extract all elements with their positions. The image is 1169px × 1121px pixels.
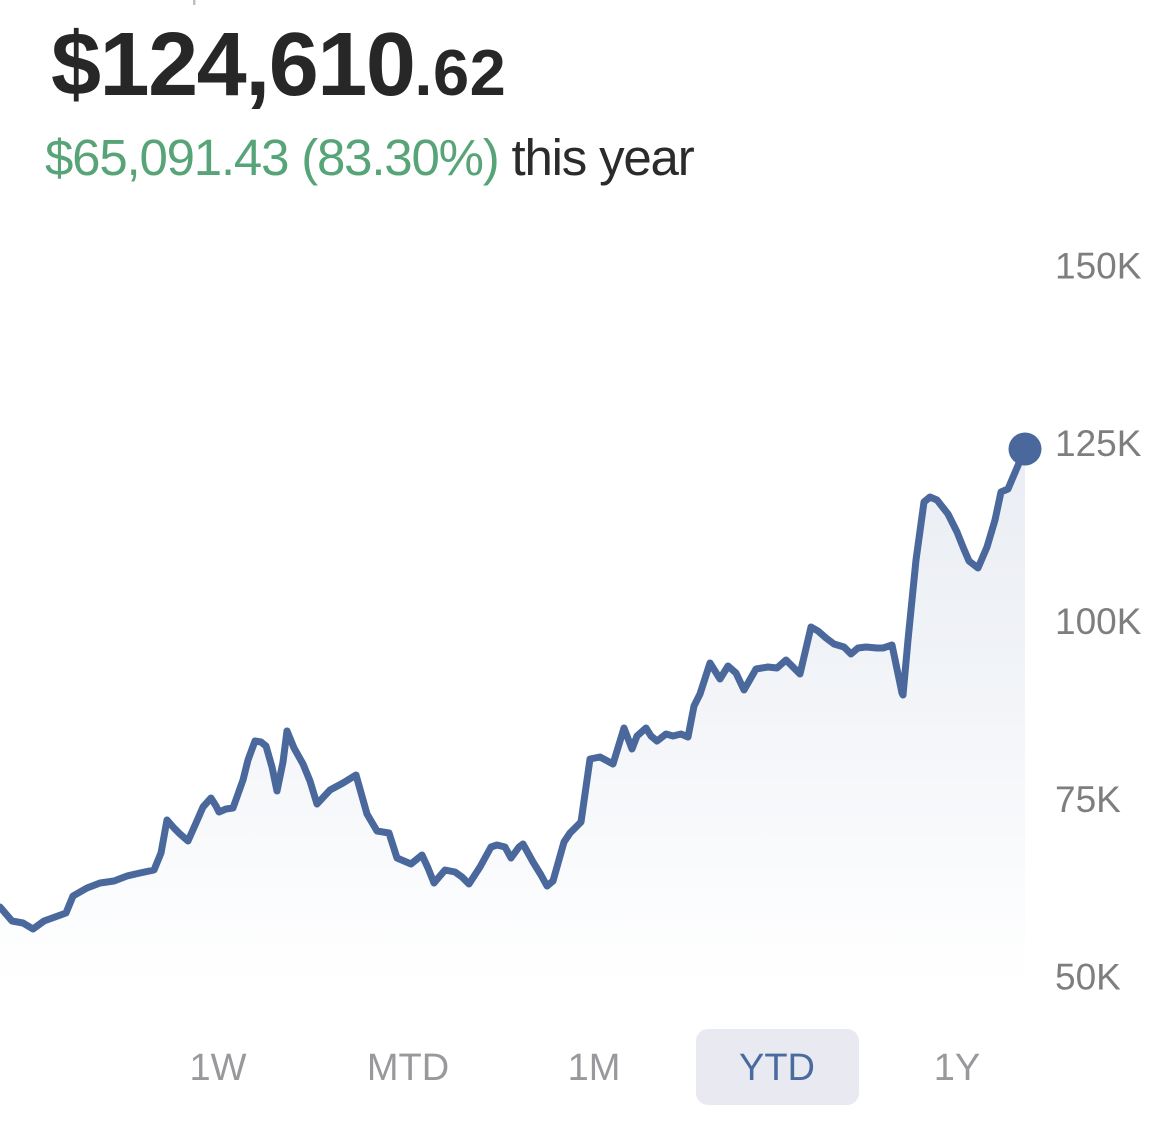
svg-text:YTD: YTD [739, 1047, 815, 1089]
svg-text:150K: 150K [1055, 246, 1142, 287]
svg-text:MTD: MTD [367, 1047, 449, 1089]
svg-text:$124,610.62: $124,610.62 [51, 15, 506, 115]
svg-text:1W: 1W [190, 1047, 247, 1089]
svg-text:50K: 50K [1055, 957, 1121, 998]
svg-text:75K: 75K [1055, 779, 1121, 820]
svg-text:$65,091.43 (83.30%) this year: $65,091.43 (83.30%) this year [45, 129, 695, 186]
svg-text:100K: 100K [1055, 601, 1142, 642]
svg-text:1Y: 1Y [934, 1047, 980, 1089]
svg-text:1M: 1M [568, 1047, 621, 1089]
svg-text:125K: 125K [1055, 423, 1142, 464]
